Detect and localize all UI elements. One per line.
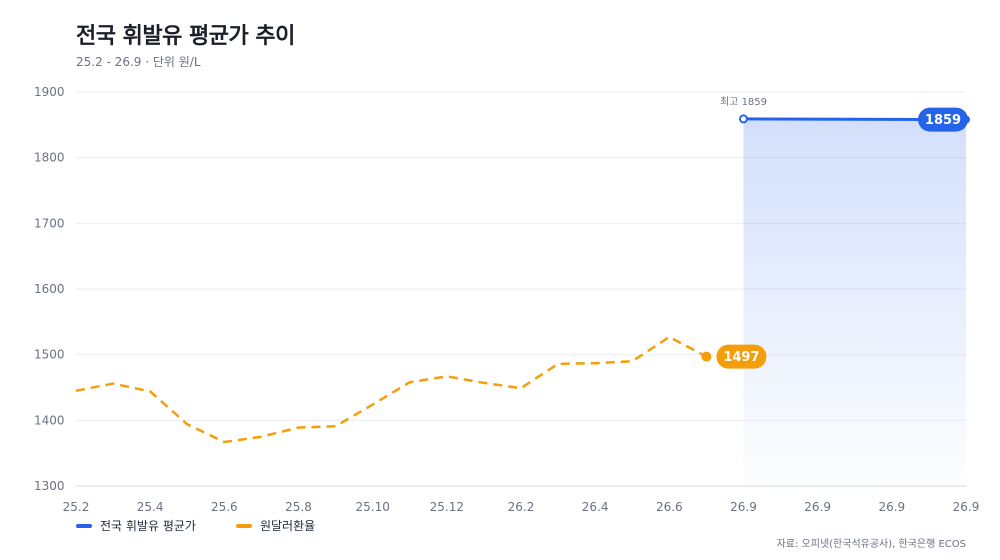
- x-tick-label: 26.6: [656, 500, 683, 514]
- x-tick-label: 26.9: [804, 500, 831, 514]
- x-tick-label: 25.4: [137, 500, 164, 514]
- gasoline-peak-annotation: 최고 1859: [720, 96, 767, 108]
- exchange-end-badge: [716, 344, 767, 369]
- data-labels: 최고 1859 1859 1497: [716, 96, 968, 369]
- gasoline-end-badge: [918, 107, 968, 132]
- x-tick-label: 26.9: [730, 500, 757, 514]
- y-tick-label: 1900: [34, 85, 65, 99]
- legend-swatch-exchange: [235, 523, 252, 528]
- y-tick-label: 1600: [34, 282, 65, 296]
- y-tick-label: 1800: [34, 151, 65, 165]
- x-tick-label: 26.9: [953, 500, 980, 514]
- x-tick-label: 25.10: [355, 500, 389, 514]
- legend-swatch-gasoline: [76, 523, 92, 528]
- y-tick-label: 1400: [34, 413, 65, 427]
- x-tick-label: 25.2: [63, 500, 90, 514]
- chart-subtitle: 25.2 - 26.9 · 단위 원/L: [76, 55, 201, 69]
- x-tick-label: 26.4: [582, 500, 609, 514]
- y-tick-label: 1700: [34, 216, 65, 230]
- x-tick-label: 25.12: [430, 500, 464, 514]
- gasoline-area: [743, 118, 966, 486]
- gasoline-peak-point: [739, 114, 748, 124]
- legend-item-exchange[interactable]: 원달러환율: [235, 517, 316, 534]
- legend-label-gasoline: 전국 휘발유 평균가: [100, 519, 196, 533]
- exchange-line: [75, 335, 708, 444]
- x-tick-label: 26.9: [878, 500, 905, 514]
- legend-item-gasoline[interactable]: 전국 휘발유 평균가: [76, 517, 196, 534]
- gasoline-end-label: 1859: [925, 113, 961, 128]
- y-tick-label: 1300: [34, 479, 65, 493]
- legend-label-exchange: 원달러환율: [259, 519, 316, 533]
- exchange-end-label: 1497: [723, 350, 759, 365]
- x-tick-label: 25.6: [211, 500, 238, 514]
- x-tick-label: 25.8: [285, 500, 312, 514]
- exchange-end-point: [701, 351, 712, 362]
- x-axis: 25.2 25.4 25.6 25.8 25.10 25.12 26.2 26.4 26.6 26…: [63, 500, 980, 514]
- series: [75, 114, 970, 486]
- y-axis: 1300 1400 1500 1600 1700 1800 1900: [34, 85, 65, 493]
- chart-title: 전국 휘발유 평균가 추이: [76, 24, 295, 49]
- legend: 전국 휘발유 평균가 원달러환율: [76, 517, 315, 534]
- source-note: 자료: 오피넷(한국석유공사), 한국은행 ECOS: [776, 539, 966, 550]
- y-tick-label: 1500: [34, 348, 65, 362]
- x-tick-label: 26.2: [508, 500, 535, 514]
